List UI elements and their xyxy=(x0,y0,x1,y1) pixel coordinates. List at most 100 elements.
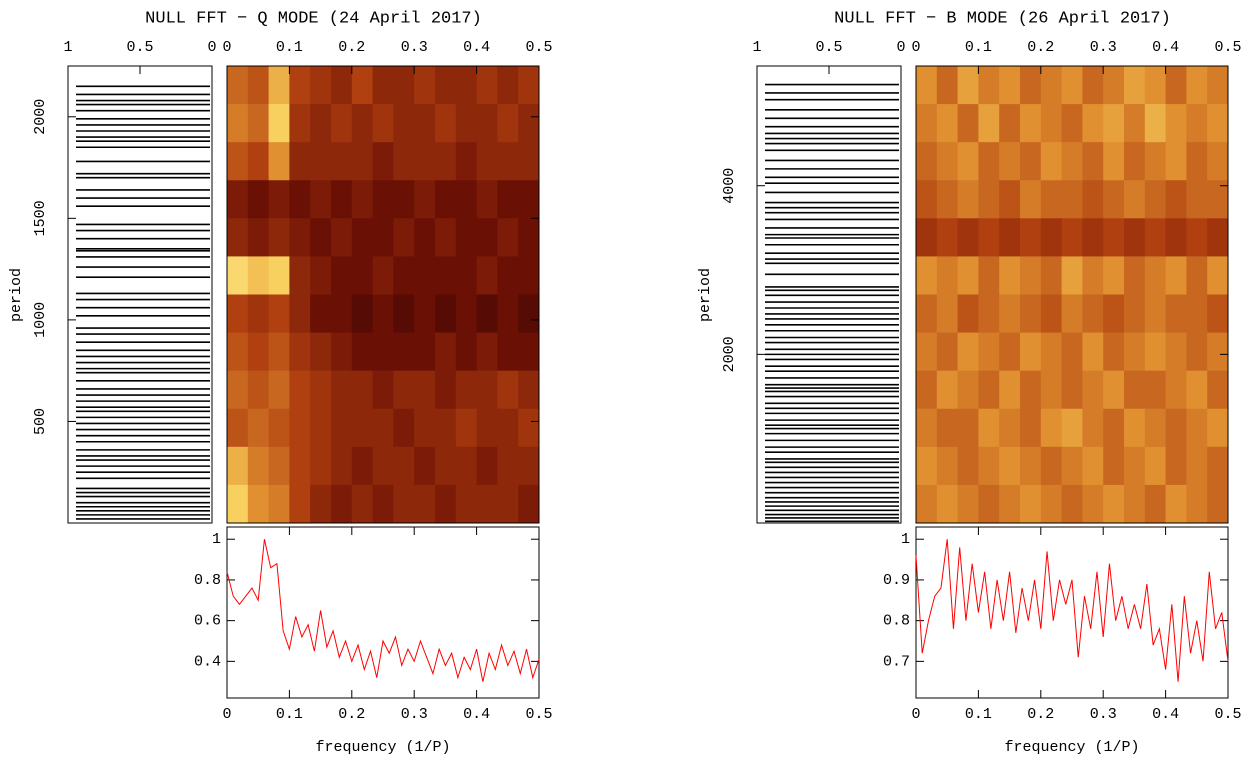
heatmap-cell xyxy=(393,446,415,486)
heatmap-cell xyxy=(957,370,979,410)
x-tick-label: 0 xyxy=(911,39,920,56)
heatmap-cell xyxy=(372,294,394,334)
heatmap-cell xyxy=(351,142,374,181)
heatmap-cell xyxy=(1165,294,1187,334)
heatmap-cell xyxy=(1061,484,1083,524)
spectrum-y-tick-label: 0.7 xyxy=(883,653,910,670)
heatmap-cell xyxy=(1061,218,1083,257)
heatmap-cell xyxy=(331,446,353,486)
heatmap-cell xyxy=(455,104,478,143)
heatmap-cell xyxy=(1040,104,1063,143)
heatmap-cell xyxy=(455,332,478,372)
heatmap-cell xyxy=(1082,370,1104,410)
heatmap-cell xyxy=(999,66,1021,105)
heatmap-cell xyxy=(227,256,249,295)
heatmap-cell xyxy=(435,218,457,257)
heatmap-cell xyxy=(916,256,938,295)
axes-frame xyxy=(915,526,1229,699)
heatmap-cell xyxy=(936,142,959,181)
heatmap-cell xyxy=(455,180,478,219)
heatmap-cell xyxy=(393,256,415,295)
heatmap-cell xyxy=(1020,104,1042,143)
heatmap-cell xyxy=(957,66,979,105)
heatmap-cell xyxy=(435,256,457,295)
heatmap-cell xyxy=(1165,218,1187,257)
heatmap-cell xyxy=(1082,218,1104,257)
heatmap-cell xyxy=(518,256,540,295)
heatmap-cell xyxy=(414,142,436,181)
heatmap-cell xyxy=(1040,446,1063,486)
heatmap-cell xyxy=(978,256,1000,295)
heatmap-cell xyxy=(916,408,938,448)
heatmap-cell xyxy=(1186,484,1208,524)
heatmap-cell xyxy=(1040,256,1063,295)
heatmap-cell xyxy=(414,370,436,410)
y-tick-label: 4000 xyxy=(721,168,738,204)
spectrum-y-tick-label: 1 xyxy=(901,531,910,548)
heatmap-cell xyxy=(1186,256,1208,295)
heatmap-cell xyxy=(1082,408,1104,448)
heatmap-cell xyxy=(518,104,540,143)
heatmap-cell xyxy=(999,218,1021,257)
heatmap-cell xyxy=(393,370,415,410)
heatmap-cell xyxy=(999,142,1021,181)
heatmap-cell xyxy=(310,446,332,486)
x-tick-label: 0.4 xyxy=(463,706,490,723)
heatmap-cell xyxy=(331,408,353,448)
heatmap-cell xyxy=(476,294,498,334)
heatmap-cell xyxy=(247,142,270,181)
heatmap-cell xyxy=(1103,294,1125,334)
heatmap-cell xyxy=(268,484,290,524)
heatmap-cell xyxy=(978,218,1000,257)
heatmap-cell xyxy=(999,408,1021,448)
heatmap-cell xyxy=(497,332,519,372)
heatmap-cell xyxy=(247,294,270,334)
heatmap-cell xyxy=(414,484,436,524)
heatmap-cell xyxy=(1124,446,1146,486)
heatmap-cell xyxy=(1020,370,1042,410)
heatmap-cell xyxy=(1040,294,1063,334)
heatmap-cell xyxy=(936,484,959,524)
heatmap-cell xyxy=(289,484,311,524)
heatmap-cell xyxy=(351,370,374,410)
heatmap-cell xyxy=(957,104,979,143)
chart-title: NULL FFT − B MODE (26 April 2017) xyxy=(834,9,1171,28)
heatmap-cell xyxy=(1020,294,1042,334)
heatmap-cell xyxy=(936,332,959,372)
heatmap-cell xyxy=(1207,180,1229,219)
spectrum-y-tick-label: 0.9 xyxy=(883,572,910,589)
heatmap-cell xyxy=(497,66,519,105)
heatmap-cell xyxy=(999,446,1021,486)
heatmap-cell xyxy=(310,332,332,372)
heatmap-cell xyxy=(310,484,332,524)
heatmap-cell xyxy=(1020,142,1042,181)
heatmap-cell xyxy=(476,66,498,105)
heatmap-cell xyxy=(1061,370,1083,410)
x-tick-label: 0.1 xyxy=(276,39,303,56)
heatmap-cell xyxy=(1082,104,1104,143)
heatmap-cell xyxy=(497,408,519,448)
axes-frame xyxy=(226,65,540,524)
heatmap-cell xyxy=(1144,294,1167,334)
heatmap-cell xyxy=(999,332,1021,372)
heatmap-cell xyxy=(351,332,374,372)
heatmap-cell xyxy=(999,294,1021,334)
heatmap-cell xyxy=(1207,142,1229,181)
heatmap-cell xyxy=(1165,408,1187,448)
x-tick-label: 0.4 xyxy=(463,39,490,56)
x-tick-label: 0.4 xyxy=(1152,39,1179,56)
heatmap-cell xyxy=(476,408,498,448)
heatmap-cell xyxy=(1144,446,1167,486)
heatmap-cell xyxy=(936,66,959,105)
heatmap-cell xyxy=(497,180,519,219)
heatmap-cell xyxy=(497,218,519,257)
heatmap-cell xyxy=(268,332,290,372)
heatmap-cell xyxy=(1040,218,1063,257)
x-axis-label: frequency (1/P) xyxy=(315,739,450,756)
heatmap-cell xyxy=(1103,256,1125,295)
x-tick-label: 0.1 xyxy=(965,706,992,723)
heatmap-cell xyxy=(916,218,938,257)
heatmap-cell xyxy=(393,142,415,181)
x-tick-label: 0 xyxy=(222,706,231,723)
